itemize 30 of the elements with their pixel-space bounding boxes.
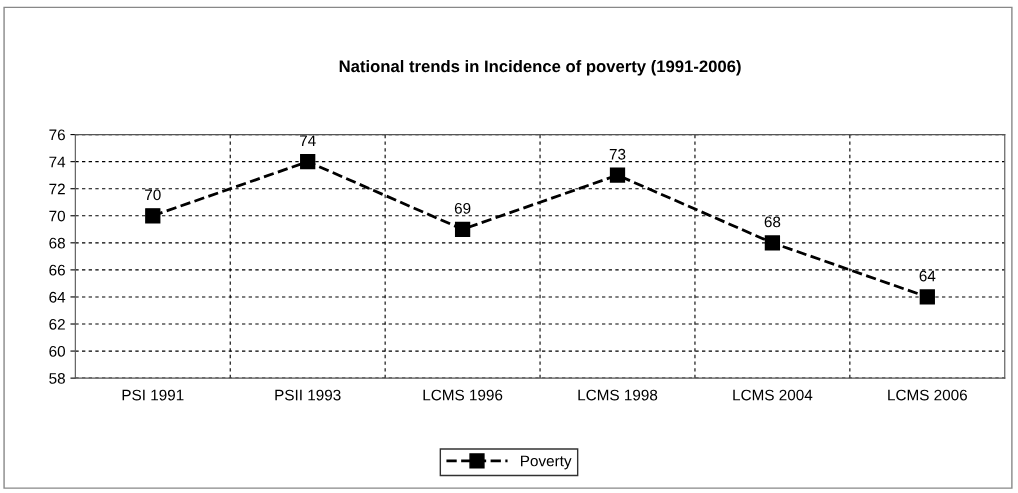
x-tick-label: LCMS 1996	[423, 389, 503, 401]
y-tick-label: 60	[49, 345, 66, 357]
point	[300, 154, 316, 170]
point	[609, 167, 626, 183]
y-tick-label: 70	[49, 210, 66, 222]
y-tick-label: 62	[49, 318, 65, 330]
point	[764, 235, 781, 251]
y-tick-label: 58	[49, 373, 65, 384]
y-tick-label: 66	[49, 264, 65, 276]
y-tick-label: 72	[49, 183, 65, 195]
point	[145, 208, 161, 224]
y-tick-label: 64	[49, 291, 66, 303]
point	[454, 221, 471, 237]
data-label: 70	[145, 189, 161, 201]
point	[919, 289, 935, 305]
y-tick-label: 74	[49, 156, 66, 168]
x-tick-label: LCMS 1998	[578, 389, 658, 401]
legend-label: Poverty	[521, 455, 572, 470]
y-tick-label: 68	[49, 237, 65, 249]
x-tick-label: LCMS 2004	[733, 389, 813, 401]
data-label: 69	[454, 202, 471, 214]
y-tick-label: 76	[49, 129, 65, 141]
chart-title: National trends in Incidence of poverty (1991-2006)	[339, 60, 741, 76]
data-label: 64	[919, 270, 936, 282]
x-tick-label: PSI 1991	[122, 389, 184, 401]
data-label: 68	[764, 216, 781, 228]
x-tick-label: LCMS 2006	[888, 389, 967, 401]
data-label: 74	[299, 135, 316, 146]
x-tick-label: PSII 1993	[275, 389, 341, 401]
data-label: 73	[609, 148, 626, 160]
